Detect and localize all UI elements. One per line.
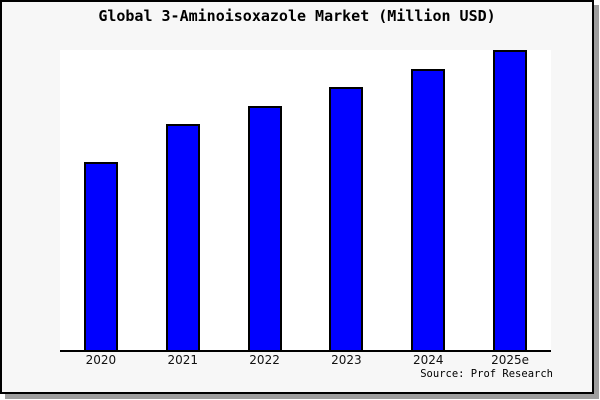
x-tick-label-2022: 2022 <box>249 353 280 367</box>
chart-frame: Global 3-Aminoisoxazole Market (Million … <box>0 0 594 394</box>
x-tick-label-2023: 2023 <box>331 353 362 367</box>
bar-2025e <box>493 50 528 350</box>
bar-2020 <box>83 162 118 350</box>
x-tick-label-2025e: 2025e <box>491 353 530 367</box>
x-tick-label-2020: 2020 <box>85 353 117 367</box>
bar-2022 <box>247 106 282 350</box>
x-tick-label-2024: 2024 <box>412 353 444 367</box>
x-tick-label-2021: 2021 <box>167 353 199 367</box>
bar-2021 <box>165 124 200 350</box>
plot-area <box>60 50 551 352</box>
bar-2023 <box>329 87 364 350</box>
source-note: Source: Prof Research <box>420 368 553 380</box>
bar-2024 <box>411 69 446 350</box>
chart-title: Global 3-Aminoisoxazole Market (Million … <box>98 7 496 25</box>
